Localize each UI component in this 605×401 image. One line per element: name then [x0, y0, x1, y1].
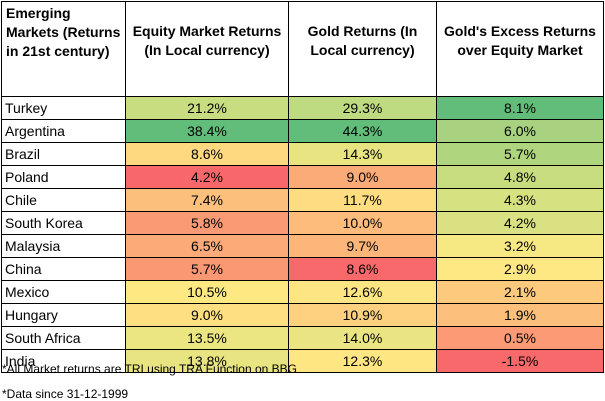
table-row: Turkey 21.2% 29.3% 8.1% [1, 96, 604, 120]
excess-return-cell: -1.5% [436, 349, 604, 373]
country-cell: Malaysia [1, 234, 126, 258]
country-cell: Turkey [1, 96, 126, 120]
table-row: Chile 7.4% 11.7% 4.3% [1, 188, 604, 212]
country-cell: Hungary [1, 303, 126, 327]
table-row: Malaysia 6.5% 9.7% 3.2% [1, 234, 604, 258]
footnote-data-since: *Data since 31-12-1999 [2, 387, 129, 401]
excess-return-cell: 2.1% [436, 280, 604, 304]
returns-table: Emerging Markets (Returns in 21st centur… [1, 1, 604, 373]
table-row: Brazil 8.6% 14.3% 5.7% [1, 142, 604, 166]
country-cell: South Africa [1, 326, 126, 350]
country-cell: Argentina [1, 119, 126, 143]
equity-return-cell: 13.8% [125, 349, 289, 373]
table-row: India 13.8% 12.3% -1.5% [1, 349, 604, 373]
equity-return-cell: 9.0% [125, 303, 289, 327]
gold-return-cell: 11.7% [288, 188, 437, 212]
gold-return-cell: 14.0% [288, 326, 437, 350]
country-cell: India [1, 349, 126, 373]
equity-return-cell: 10.5% [125, 280, 289, 304]
gold-return-cell: 8.6% [288, 257, 437, 281]
gold-return-cell: 9.0% [288, 165, 437, 189]
header-emerging-markets: Emerging Markets (Returns in 21st centur… [1, 1, 126, 97]
excess-return-cell: 4.3% [436, 188, 604, 212]
country-cell: Poland [1, 165, 126, 189]
excess-return-cell: 4.2% [436, 211, 604, 235]
table-row: Poland 4.2% 9.0% 4.8% [1, 165, 604, 189]
excess-return-cell: 1.9% [436, 303, 604, 327]
equity-return-cell: 5.7% [125, 257, 289, 281]
gold-return-cell: 12.3% [288, 349, 437, 373]
equity-return-cell: 38.4% [125, 119, 289, 143]
equity-return-cell: 13.5% [125, 326, 289, 350]
excess-return-cell: 5.7% [436, 142, 604, 166]
table-row: South Africa 13.5% 14.0% 0.5% [1, 326, 604, 350]
table-row: South Korea 5.8% 10.0% 4.2% [1, 211, 604, 235]
country-cell: Brazil [1, 142, 126, 166]
equity-return-cell: 5.8% [125, 211, 289, 235]
gold-return-cell: 12.6% [288, 280, 437, 304]
excess-return-cell: 8.1% [436, 96, 604, 120]
equity-return-cell: 4.2% [125, 165, 289, 189]
gold-return-cell: 10.0% [288, 211, 437, 235]
excess-return-cell: 4.8% [436, 165, 604, 189]
footnote-tri: *All Market returns are TRI using TRA Fu… [2, 362, 298, 376]
gold-return-cell: 9.7% [288, 234, 437, 258]
equity-return-cell: 21.2% [125, 96, 289, 120]
gold-return-cell: 14.3% [288, 142, 437, 166]
country-cell: Chile [1, 188, 126, 212]
equity-return-cell: 6.5% [125, 234, 289, 258]
header-equity-returns: Equity Market Returns (In Local currency… [125, 1, 289, 97]
excess-return-cell: 3.2% [436, 234, 604, 258]
header-gold-returns: Gold Returns (In Local currency) [288, 1, 437, 97]
table-row: Argentina 38.4% 44.3% 6.0% [1, 119, 604, 143]
table-row: Hungary 9.0% 10.9% 1.9% [1, 303, 604, 327]
equity-return-cell: 8.6% [125, 142, 289, 166]
gold-return-cell: 29.3% [288, 96, 437, 120]
gold-return-cell: 44.3% [288, 119, 437, 143]
table-row: China 5.7% 8.6% 2.9% [1, 257, 604, 281]
excess-return-cell: 2.9% [436, 257, 604, 281]
header-gold-excess-returns: Gold's Excess Returns over Equity Market [436, 1, 604, 97]
country-cell: China [1, 257, 126, 281]
excess-return-cell: 6.0% [436, 119, 604, 143]
equity-return-cell: 7.4% [125, 188, 289, 212]
header-row: Emerging Markets (Returns in 21st centur… [1, 1, 604, 97]
excess-return-cell: 0.5% [436, 326, 604, 350]
table-row: Mexico 10.5% 12.6% 2.1% [1, 280, 604, 304]
gold-return-cell: 10.9% [288, 303, 437, 327]
country-cell: South Korea [1, 211, 126, 235]
country-cell: Mexico [1, 280, 126, 304]
